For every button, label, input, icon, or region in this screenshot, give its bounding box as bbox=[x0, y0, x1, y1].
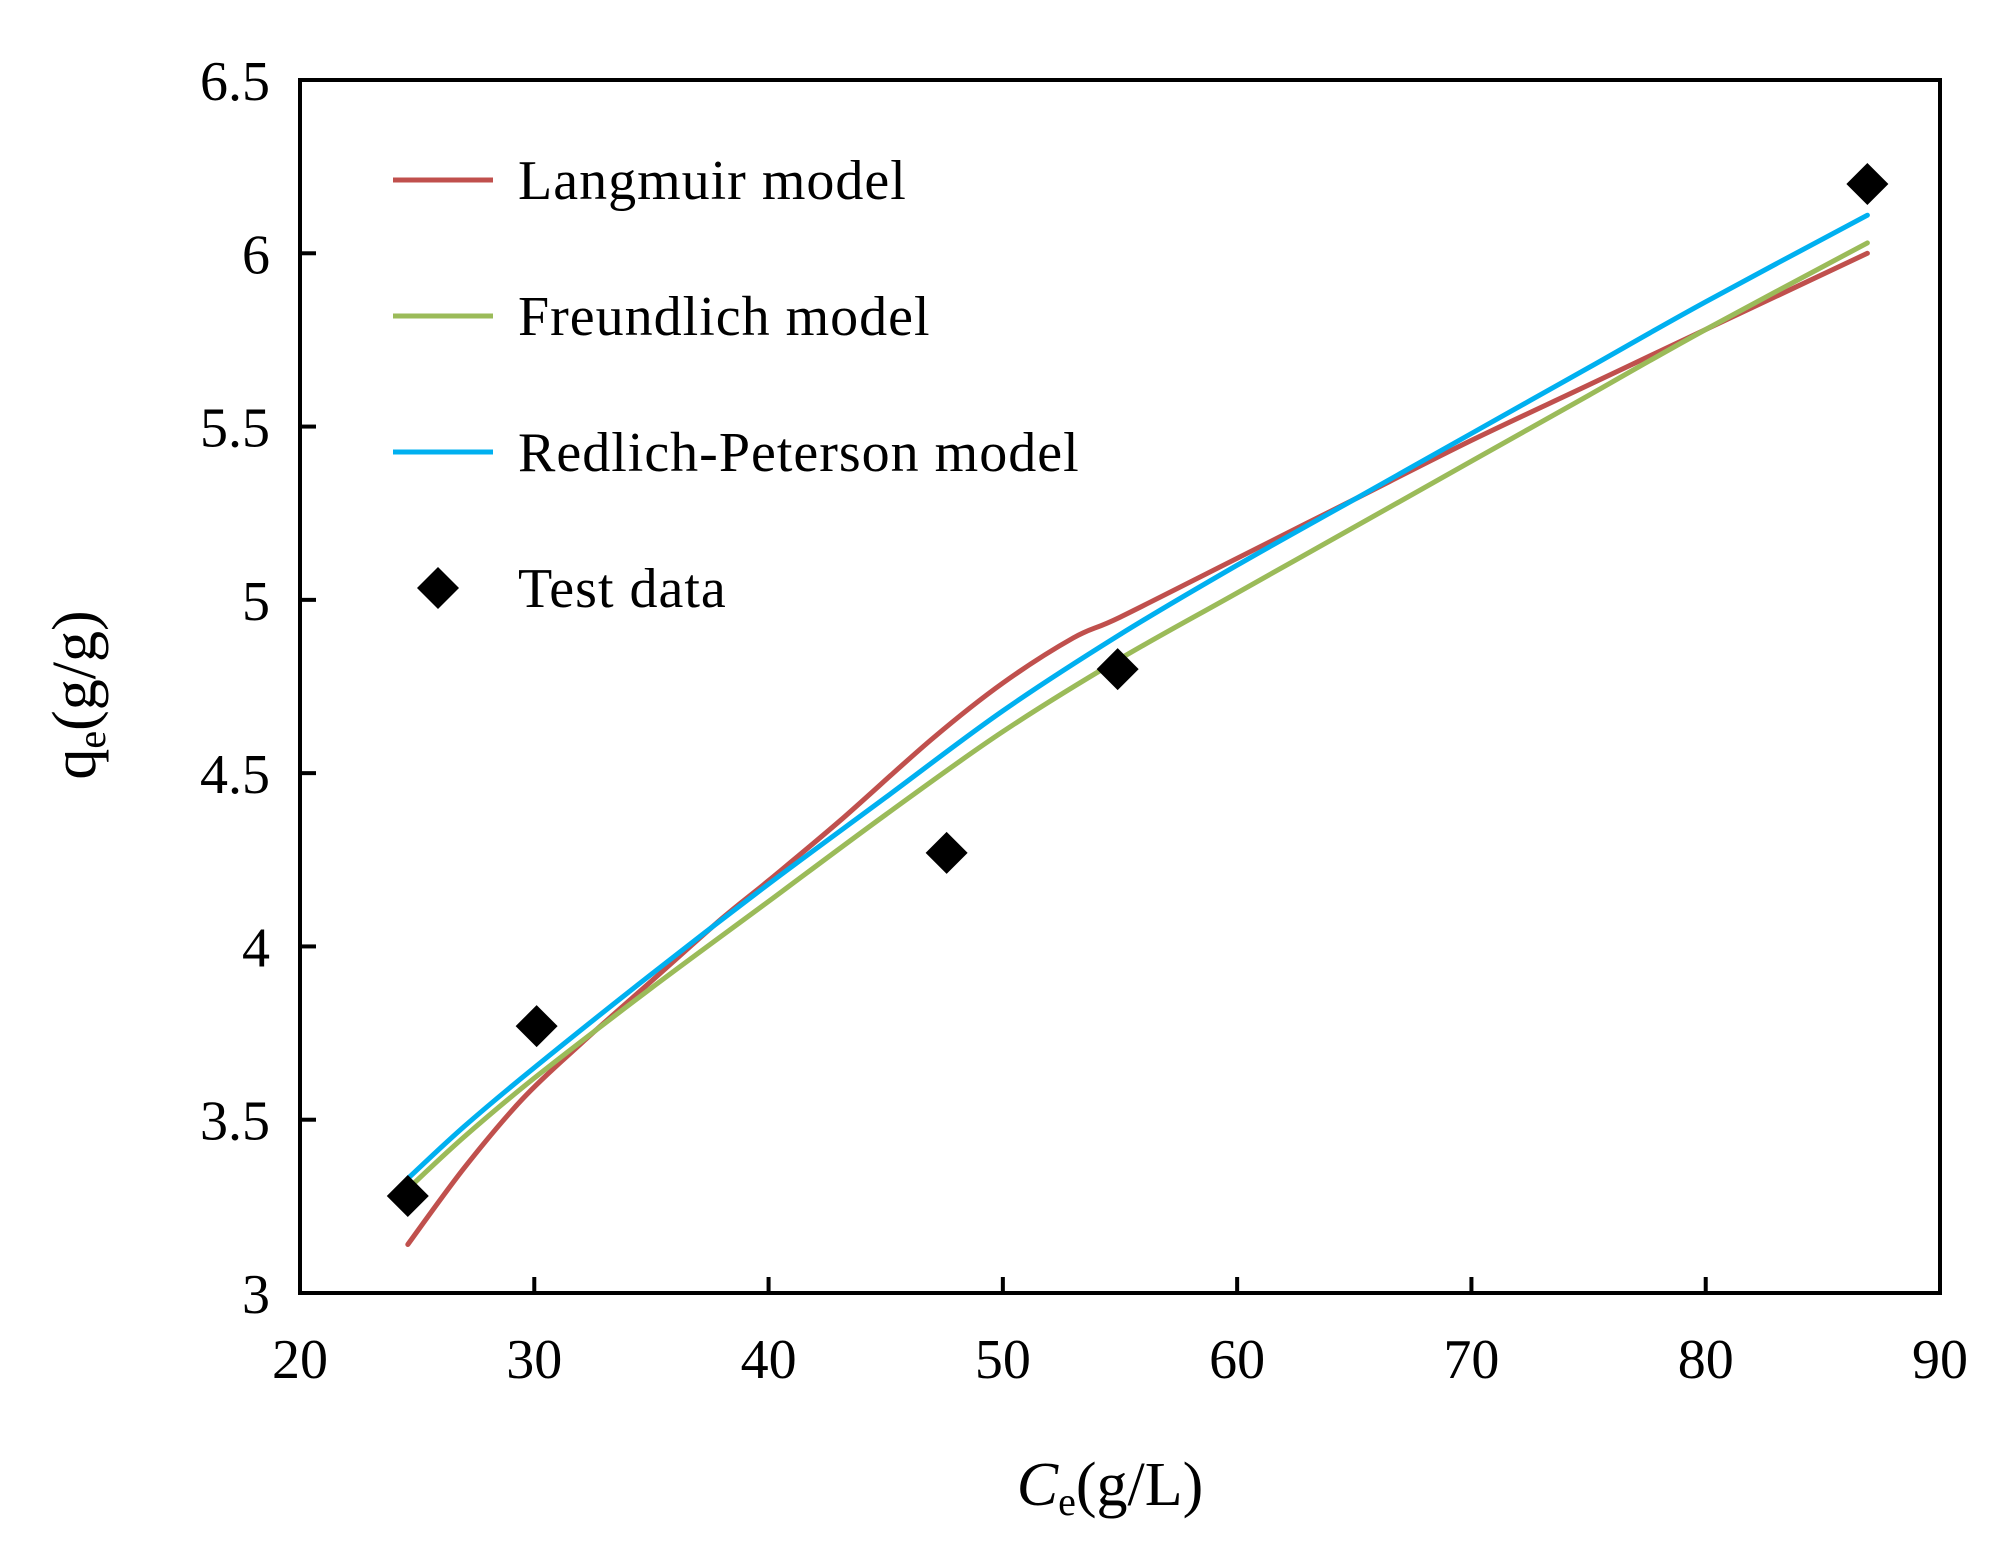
x-tick-label: 30 bbox=[506, 1329, 562, 1391]
plot-area bbox=[298, 78, 1942, 1295]
y-axis-title-unit: (g/g) bbox=[41, 610, 109, 731]
data-point-marker bbox=[386, 1174, 429, 1217]
plot-border bbox=[298, 78, 1942, 1295]
y-axis-ticks: 3 3.5 4 4.5 5 5.5 6 6.5 bbox=[200, 51, 316, 1326]
test-data-points bbox=[386, 162, 1889, 1217]
x-axis-ticks: 20 30 40 50 60 70 80 90 bbox=[272, 1277, 1968, 1391]
y-axis-title: qe(g/g) bbox=[41, 610, 114, 779]
data-point-marker bbox=[515, 1005, 558, 1048]
y-tick-label: 5 bbox=[242, 571, 270, 633]
x-axis-title: Ce(g/L) bbox=[1017, 1451, 1204, 1524]
y-axis-title-subscript: e bbox=[69, 731, 114, 749]
x-axis-title-main: C bbox=[1017, 1451, 1059, 1519]
x-tick-label: 90 bbox=[1912, 1329, 1968, 1391]
x-tick-label: 20 bbox=[272, 1329, 328, 1391]
legend-label: Freundlich model bbox=[518, 286, 931, 348]
y-tick-label: 4 bbox=[242, 917, 270, 979]
model-curves bbox=[405, 212, 1870, 1247]
y-axis-title-main: q bbox=[41, 749, 109, 780]
data-point-marker bbox=[1846, 162, 1889, 205]
series-line-redlich-peterson-model bbox=[405, 212, 1870, 1182]
x-tick-label: 80 bbox=[1678, 1329, 1734, 1391]
x-tick-label: 70 bbox=[1443, 1329, 1499, 1391]
legend-swatch-marker bbox=[417, 567, 459, 609]
legend-label: Langmuir model bbox=[518, 150, 907, 212]
y-tick-label: 6 bbox=[242, 224, 270, 286]
x-axis-title-unit: (g/L) bbox=[1076, 1451, 1203, 1519]
y-tick-label: 3.5 bbox=[200, 1091, 270, 1153]
data-point-marker bbox=[925, 831, 968, 874]
legend-label: Redlich-Peterson model bbox=[518, 422, 1080, 484]
legend-label: Test data bbox=[518, 558, 727, 620]
legend: Langmuir model Freundlich model Redlich-Pe… bbox=[393, 150, 1080, 620]
x-tick-label: 40 bbox=[741, 1329, 797, 1391]
y-tick-label: 4.5 bbox=[200, 744, 270, 806]
series-line-langmuir-model bbox=[405, 250, 1870, 1247]
x-tick-label: 50 bbox=[975, 1329, 1031, 1391]
y-tick-label: 3 bbox=[242, 1264, 270, 1326]
x-axis-title-subscript: e bbox=[1058, 1479, 1076, 1524]
y-tick-label: 6.5 bbox=[200, 51, 270, 113]
data-point-marker bbox=[1096, 648, 1139, 691]
x-tick-label: 60 bbox=[1209, 1329, 1265, 1391]
y-tick-label: 5.5 bbox=[200, 398, 270, 460]
series-line-freundlich-model bbox=[405, 240, 1870, 1192]
